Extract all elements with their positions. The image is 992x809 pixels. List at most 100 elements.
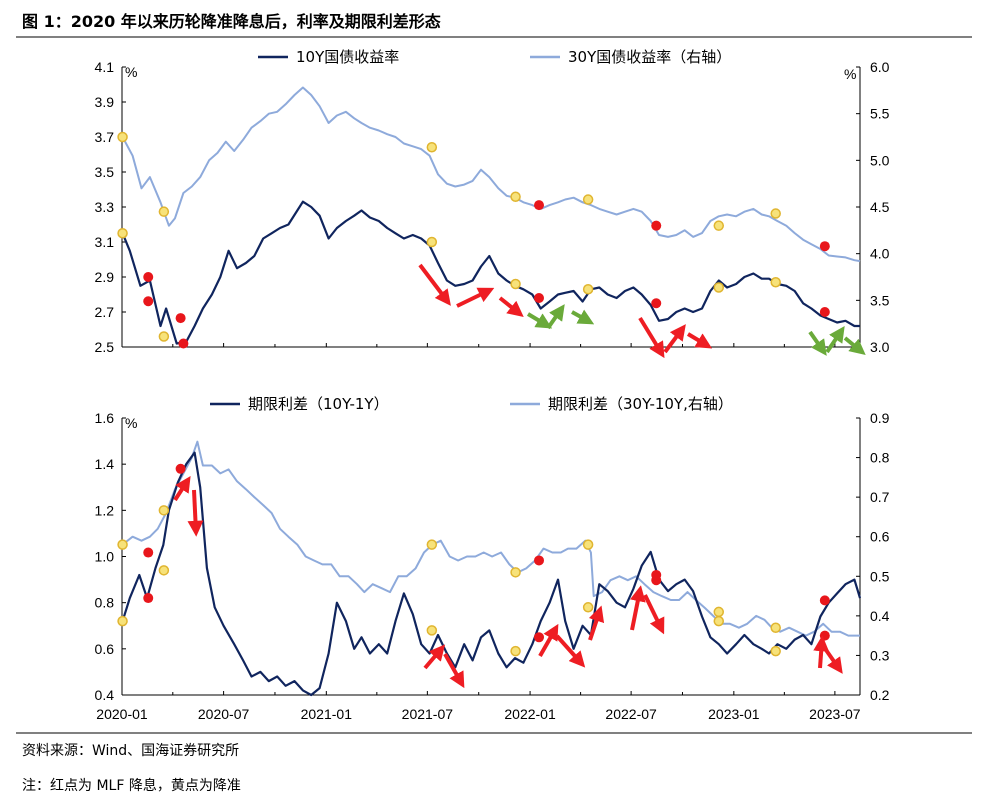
y-right-tick-label: 0.5: [870, 568, 890, 584]
rrr-cut-dot: [158, 565, 170, 576]
rrr-cut-dot: [158, 505, 170, 516]
rrr-cut-dot: [770, 622, 781, 633]
rrr-cut-dot: [117, 131, 128, 143]
trend-arrow-green: [526, 312, 553, 329]
x-tick-label: 2021-07: [402, 706, 454, 722]
mlf-cut-dot: [651, 298, 662, 309]
rrr-cut-dot: [510, 567, 521, 578]
trend-arrow-red: [418, 263, 451, 306]
x-tick-label: 2023-01: [708, 706, 760, 722]
mlf-cut-dot: [819, 595, 830, 606]
y-left-tick-label: 3.1: [95, 234, 115, 250]
mlf-cut-dot: [534, 555, 545, 566]
trend-arrow-green: [571, 309, 595, 325]
y-left-tick-label: 0.4: [95, 687, 115, 703]
figure-title: 图 1：2020 年以来历轮降准降息后，利率及期限利差形态: [22, 12, 441, 31]
x-tick-label: 2022-01: [504, 706, 556, 722]
rrr-cut-dot: [426, 142, 438, 153]
rrr-cut-dot: [582, 194, 594, 205]
y-left-tick-label: 3.5: [95, 164, 115, 180]
panel-2: 0.4 0.6 0.8 1.0 1.2 1.4 1.6 0.2 0.3 0.4 0.5 0.6 0.7 0…: [95, 395, 890, 722]
series-line-left: [121, 451, 862, 697]
mlf-cut-dot: [143, 547, 154, 558]
trend-arrow-red: [638, 316, 665, 359]
legend-label-light: 期限利差（30Y-10Y,右轴）: [548, 395, 733, 413]
x-tick-label: 2020-01: [96, 706, 148, 722]
y-left-tick-label: 1.6: [95, 410, 115, 426]
y-right-tick-label: 5.0: [870, 152, 890, 168]
footnote: 注：红点为 MLF 降息，黄点为降准: [22, 778, 241, 794]
y-right-tick-label: 0.3: [870, 647, 890, 663]
mlf-cut-dot: [534, 293, 545, 303]
mlf-cut-dot: [819, 307, 830, 317]
x-tick-label: 2023-07: [809, 706, 861, 722]
y-right-tick-label: 4.0: [870, 246, 890, 262]
trend-arrow-red: [663, 324, 686, 354]
trend-arrow-red: [824, 648, 843, 674]
rrr-cut-dot: [713, 615, 725, 627]
legend-label-light: 30Y国债收益率（右轴）: [568, 48, 731, 66]
panel-1: 2.5 2.7 2.9 3.1 3.3 3.5 3.7 3.9 4.1 3.0 3.5 4.0 4.5 5…: [95, 48, 890, 355]
mlf-cut-dot: [143, 296, 154, 307]
trend-arrow-red: [588, 605, 605, 641]
mlf-cut-dot: [819, 630, 830, 641]
trend-arrow-red: [555, 634, 586, 668]
y-right-tick-label: 0.4: [870, 608, 890, 624]
mlf-cut-dot: [534, 632, 545, 643]
trend-arrow-red: [629, 585, 646, 631]
y-left-tick-label: 3.9: [95, 94, 115, 110]
mlf-cut-dot: [534, 200, 545, 211]
rrr-cut-dot: [117, 228, 128, 239]
y-right-unit: %: [844, 66, 856, 82]
rrr-cut-dot: [713, 606, 725, 618]
y-left-tick-label: 2.5: [95, 339, 115, 355]
y-left-tick-label: 3.3: [95, 199, 115, 215]
y-left-unit: %: [125, 64, 137, 80]
trend-arrow-red: [643, 594, 665, 635]
y-left-tick-label: 2.9: [95, 269, 115, 285]
y-right-tick-label: 5.5: [870, 106, 890, 122]
y-left-tick-label: 1.4: [95, 456, 115, 472]
rrr-cut-dot: [158, 331, 170, 342]
y-left-tick-label: 1.2: [95, 502, 115, 518]
rrr-cut-dot: [510, 645, 521, 657]
y-right-tick-label: 3.0: [870, 339, 890, 355]
mlf-cut-dot: [819, 241, 830, 252]
trend-arrow-green: [546, 304, 565, 330]
mlf-cut-dot: [651, 220, 662, 231]
source-note: 资料来源：Wind、国海证券研究所: [22, 743, 240, 759]
trend-arrow-red: [456, 287, 495, 308]
trend-arrow-green: [843, 336, 866, 356]
y-left-tick-label: 1.0: [95, 549, 115, 565]
trend-arrow-green: [808, 330, 827, 356]
x-tick-label: 2021-01: [301, 706, 353, 722]
rrr-cut-dot: [426, 625, 438, 636]
trend-arrow-green: [825, 326, 845, 354]
y-left-tick-label: 2.7: [95, 304, 115, 320]
trend-arrow-red: [423, 644, 446, 670]
mlf-cut-dot: [143, 272, 154, 282]
x-tick-label: 2022-07: [605, 706, 657, 722]
mlf-cut-dot: [175, 463, 186, 474]
mlf-cut-dot: [143, 593, 154, 604]
rrr-cut-dot: [582, 602, 594, 613]
series-line-right: [121, 86, 861, 263]
y-right-tick-label: 0.6: [870, 529, 890, 545]
trend-arrow-red: [187, 489, 204, 537]
rrr-cut-dot: [582, 539, 594, 550]
trend-arrow-red: [173, 475, 191, 502]
trend-arrow-red: [686, 332, 713, 349]
rrr-cut-dot: [770, 645, 781, 657]
rrr-cut-dot: [117, 615, 128, 627]
y-left-tick-label: 4.1: [95, 59, 115, 75]
rrr-cut-dot: [426, 539, 438, 550]
rrr-cut-dot: [713, 282, 725, 293]
mlf-cut-dot: [651, 569, 662, 580]
y-right-tick-label: 0.7: [870, 489, 890, 505]
y-right-tick-label: 3.5: [870, 292, 890, 308]
series-line-left: [121, 200, 860, 345]
trend-arrow-red: [498, 296, 524, 317]
y-right-tick-label: 0.9: [870, 410, 890, 426]
y-right-tick-label: 0.8: [870, 450, 890, 466]
rrr-cut-dot: [510, 191, 521, 202]
